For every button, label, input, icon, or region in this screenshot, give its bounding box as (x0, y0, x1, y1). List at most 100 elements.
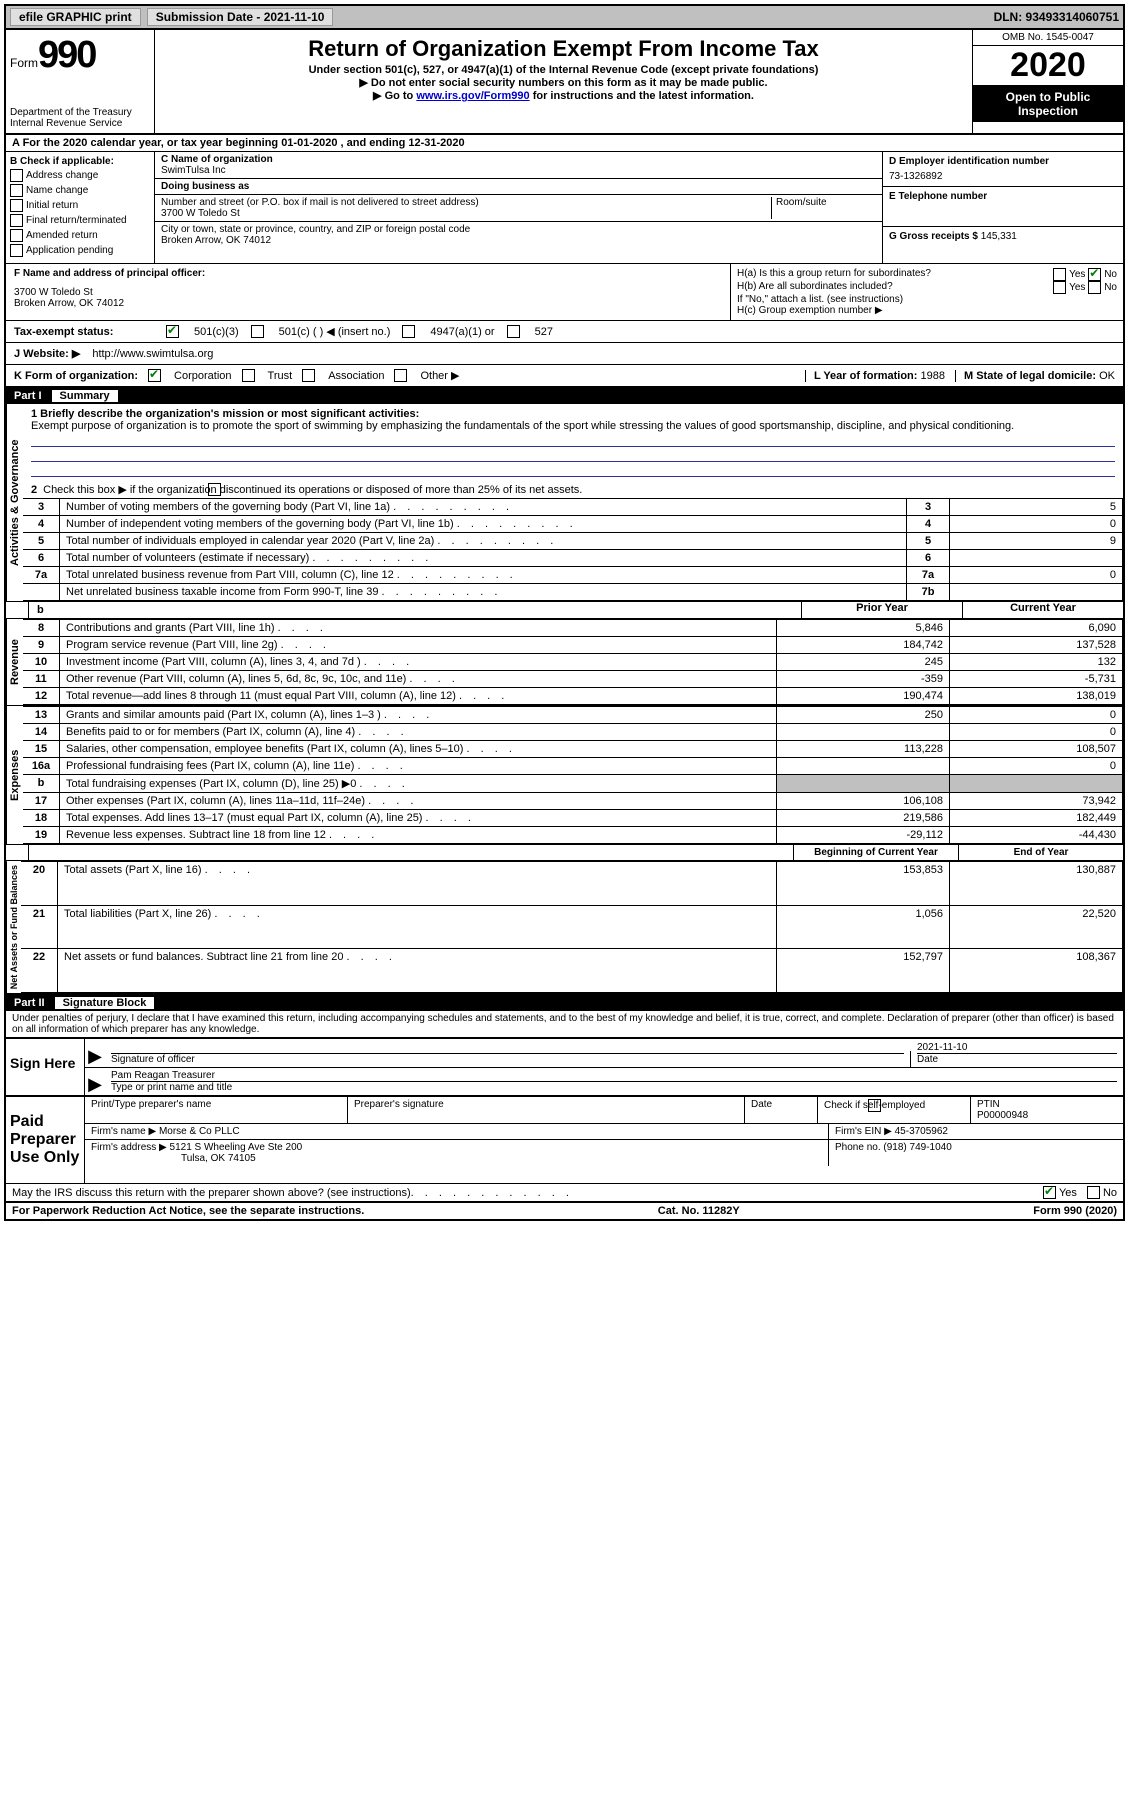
cb-self-employed[interactable] (868, 1099, 881, 1112)
cb-4947[interactable] (402, 325, 415, 338)
lbl-501c: 501(c) ( ) ◀ (insert no.) (279, 325, 391, 338)
ptin-label: PTIN (977, 1099, 1117, 1110)
footer-left: For Paperwork Reduction Act Notice, see … (12, 1205, 364, 1217)
cb-527[interactable] (507, 325, 520, 338)
end-year-header: End of Year (958, 845, 1123, 860)
section-c: C Name of organization SwimTulsa Inc Doi… (155, 152, 882, 263)
cb-address-change[interactable] (10, 169, 23, 182)
begin-year-header: Beginning of Current Year (793, 845, 958, 860)
table-row: 4 Number of independent voting members o… (23, 516, 1123, 533)
firm-addr2: Tulsa, OK 74105 (181, 1153, 822, 1164)
room-label: Room/suite (776, 197, 876, 208)
table-row: 21 Total liabilities (Part X, line 26) .… (21, 905, 1123, 949)
org-name: SwimTulsa Inc (161, 165, 876, 176)
governance-block: Activities & Governance 1 Briefly descri… (6, 404, 1123, 602)
blank-line (31, 462, 1115, 477)
prep-date-label: Date (745, 1097, 818, 1123)
street-label: Number and street (or P.O. box if mail i… (161, 197, 771, 208)
ha-no[interactable] (1088, 268, 1101, 281)
gross-value: 145,331 (981, 231, 1017, 242)
cb-501c[interactable] (251, 325, 264, 338)
hb-no[interactable] (1088, 281, 1101, 294)
lbl-527: 527 (535, 326, 553, 338)
irs-link[interactable]: www.irs.gov/Form990 (416, 90, 529, 102)
submission-date-button[interactable]: Submission Date - 2021-11-10 (147, 8, 334, 26)
sign-here-label: Sign Here (6, 1039, 85, 1095)
table-row: 9 Program service revenue (Part VIII, li… (23, 637, 1123, 654)
ha-yes[interactable] (1053, 268, 1066, 281)
lbl-trust: Trust (268, 370, 293, 382)
table-row: 11 Other revenue (Part VIII, column (A),… (23, 671, 1123, 688)
table-row: 3 Number of voting members of the govern… (23, 499, 1123, 516)
lbl-address-change: Address change (26, 170, 98, 181)
part2-title: Signature Block (55, 997, 155, 1009)
table-row: 8 Contributions and grants (Part VIII, l… (23, 620, 1123, 637)
current-year-header: Current Year (962, 602, 1123, 618)
cb-initial-return[interactable] (10, 199, 23, 212)
ptin-value: P00000948 (977, 1110, 1117, 1121)
topbar: efile GRAPHIC print Submission Date - 20… (6, 6, 1123, 30)
section-f: F Name and address of principal officer:… (6, 264, 731, 320)
prior-year-header: Prior Year (801, 602, 962, 618)
lbl-amended: Amended return (26, 230, 98, 241)
part2-header: Part II Signature Block (6, 995, 1123, 1011)
hb-yes[interactable] (1053, 281, 1066, 294)
cb-amended[interactable] (10, 229, 23, 242)
net-header-row: Beginning of Current Year End of Year (6, 845, 1123, 861)
website-value: http://www.swimtulsa.org (92, 348, 213, 360)
footer-mid: Cat. No. 11282Y (658, 1205, 740, 1217)
lbl-name-change: Name change (26, 185, 88, 196)
blank-line (31, 432, 1115, 447)
discuss-yes-lbl: Yes (1059, 1187, 1077, 1199)
phone-label: E Telephone number (889, 191, 1117, 202)
firm-phone: (918) 749-1040 (883, 1142, 951, 1153)
form-container: efile GRAPHIC print Submission Date - 20… (4, 4, 1125, 1221)
blank-line (31, 447, 1115, 462)
print-name-label: Print/Type preparer's name (85, 1097, 348, 1123)
table-row: 16a Professional fundraising fees (Part … (23, 758, 1123, 775)
cb-other[interactable] (394, 369, 407, 382)
efile-print-button[interactable]: efile GRAPHIC print (10, 8, 141, 26)
discuss-no[interactable] (1087, 1186, 1100, 1199)
gross-label: G Gross receipts $ (889, 231, 978, 242)
firm-addr-label: Firm's address ▶ (91, 1142, 167, 1153)
discuss-yes[interactable] (1043, 1186, 1056, 1199)
cb-final-return[interactable] (10, 214, 23, 227)
table-row: 10 Investment income (Part VIII, column … (23, 654, 1123, 671)
lbl-final-return: Final return/terminated (26, 215, 127, 226)
cb-corp[interactable] (148, 369, 161, 382)
lbl-app-pending: Application pending (26, 245, 113, 256)
table-row: 18 Total expenses. Add lines 13–17 (must… (23, 810, 1123, 827)
cb-name-change[interactable] (10, 184, 23, 197)
header-right: OMB No. 1545-0047 2020 Open to Public In… (972, 30, 1123, 133)
cb-assoc[interactable] (302, 369, 315, 382)
vlabel-expenses: Expenses (6, 706, 23, 844)
vlabel-net: Net Assets or Fund Balances (6, 861, 21, 993)
part1-title: Summary (52, 390, 118, 402)
paid-preparer-label: Paid Preparer Use Only (6, 1097, 85, 1183)
table-row: b Total fundraising expenses (Part IX, c… (23, 775, 1123, 793)
cb-discontinued[interactable] (208, 483, 221, 496)
ein-value: 73-1326892 (889, 171, 1117, 182)
cb-app-pending[interactable] (10, 244, 23, 257)
hb-yes-lbl: Yes (1069, 282, 1085, 293)
lbl-corp: Corporation (174, 370, 231, 382)
table-row: 5 Total number of individuals employed i… (23, 533, 1123, 550)
vlabel-revenue: Revenue (6, 619, 23, 705)
sign-here-section: Sign Here ▶ Signature of officer 2021-11… (6, 1037, 1123, 1095)
table-row: 6 Total number of volunteers (estimate i… (23, 550, 1123, 567)
tax-year: 2020 (973, 45, 1123, 86)
hb-note: If "No," attach a list. (see instruction… (737, 294, 1117, 305)
discuss-no-lbl: No (1103, 1187, 1117, 1199)
form-header: Form990 Department of the Treasury Inter… (6, 30, 1123, 135)
table-row: 13 Grants and similar amounts paid (Part… (23, 707, 1123, 724)
line2-text: Check this box ▶ if the organization dis… (43, 483, 582, 496)
form-title: Return of Organization Exempt From Incom… (163, 36, 964, 62)
table-row: 19 Revenue less expenses. Subtract line … (23, 827, 1123, 844)
sign-date-label: Date (917, 1053, 1117, 1065)
cb-trust[interactable] (242, 369, 255, 382)
cb-501c3[interactable] (166, 325, 179, 338)
dba-label: Doing business as (161, 181, 876, 192)
section-b: B Check if applicable: Address change Na… (6, 152, 155, 263)
subtitle-2: ▶ Do not enter social security numbers o… (163, 76, 964, 89)
